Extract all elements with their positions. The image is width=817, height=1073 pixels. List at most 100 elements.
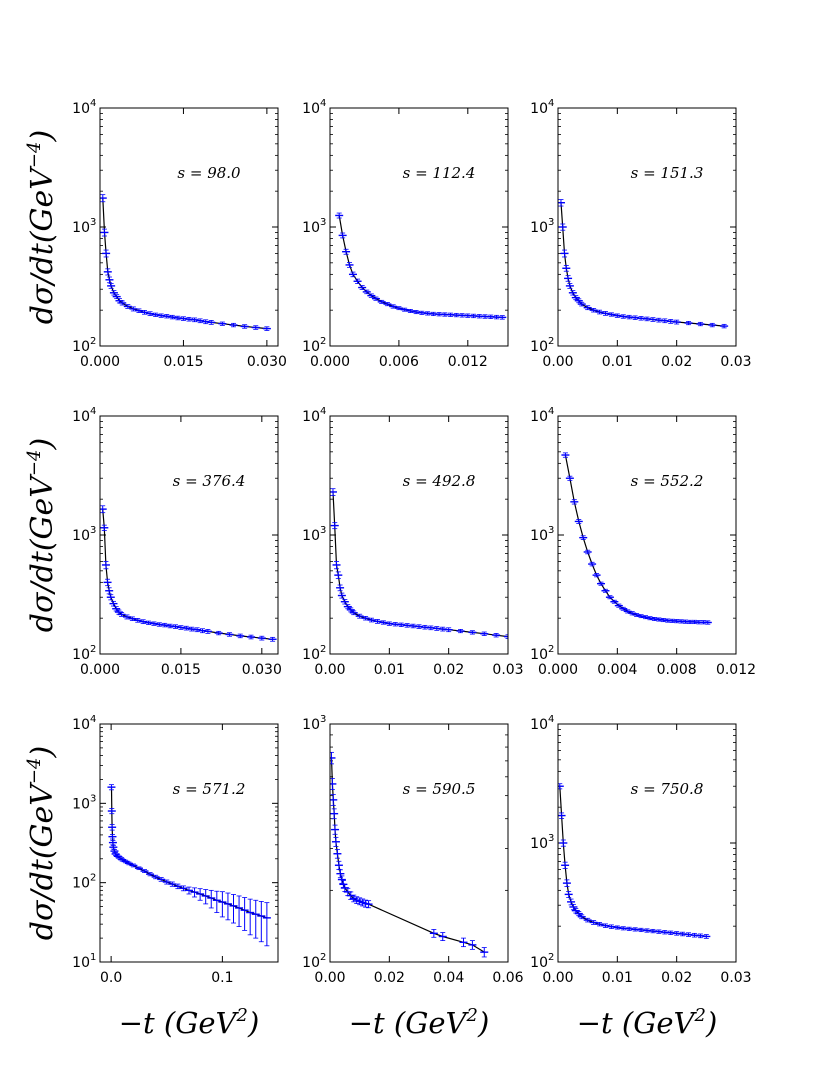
data-point: [595, 309, 604, 315]
data-point: [185, 886, 193, 895]
data-point: [334, 571, 343, 580]
data-point: [595, 922, 604, 927]
data-point: [112, 294, 121, 300]
data-point: [708, 322, 717, 328]
data-point: [103, 578, 112, 587]
data-point: [480, 947, 489, 958]
y-tick-label: 10: [72, 876, 90, 892]
data-point: [429, 929, 438, 938]
s-annotation: s = 552.2: [631, 472, 704, 490]
y-tick-label: 10: [72, 409, 90, 425]
axes-frame: [99, 107, 279, 347]
y-tick-label: 10: [530, 220, 548, 236]
data-point: [330, 751, 336, 765]
data-point: [614, 603, 623, 608]
s-annotation: s = 750.8: [631, 780, 704, 798]
data-points: [335, 212, 507, 320]
x-tick-label: 0.012: [448, 354, 488, 370]
data-point: [569, 903, 578, 911]
data-point: [106, 594, 115, 601]
data-point: [100, 524, 109, 531]
y-tick-label: 10: [72, 647, 90, 663]
y-tick-exponent: 3: [90, 793, 96, 804]
y-tick-label: 10: [530, 339, 548, 355]
x-tick-label: 0.02: [661, 970, 692, 986]
x-tick-label: 0.06: [492, 970, 523, 986]
data-point: [498, 315, 507, 320]
data-point: [619, 606, 628, 611]
data-point: [171, 624, 180, 629]
data-point: [577, 301, 586, 307]
y-tick-exponent: 4: [90, 714, 96, 725]
data-point: [144, 620, 153, 625]
x-tick-label: 0.030: [247, 354, 287, 370]
data-point: [394, 306, 403, 311]
data-point: [196, 888, 205, 901]
data-point: [637, 614, 646, 619]
data-point: [592, 573, 601, 578]
data-point: [218, 891, 227, 918]
data-point: [373, 619, 382, 624]
data-point: [561, 452, 570, 458]
data-point: [558, 783, 564, 790]
x-tick-label: 0.1: [211, 970, 233, 986]
y-tick-exponent: 2: [90, 873, 96, 884]
data-point: [703, 620, 712, 625]
data-point: [371, 296, 380, 301]
fit-curve: [102, 509, 273, 640]
x-tick-label: 0.02: [661, 354, 692, 370]
data-point: [579, 535, 588, 540]
data-point: [589, 307, 598, 313]
data-point: [492, 632, 501, 638]
data-point: [558, 199, 565, 207]
y-tick-label: 10: [530, 836, 548, 852]
data-point: [190, 887, 199, 898]
data-point: [214, 630, 223, 636]
panel-8: 10 210 30.00 0.02 0.04 0.06s = 590.5: [302, 714, 524, 986]
data-point: [336, 869, 345, 879]
data-point: [564, 890, 573, 898]
y-tick-exponent: 2: [548, 644, 554, 655]
y-tick-exponent: 2: [320, 644, 326, 655]
data-point: [168, 881, 177, 887]
s-annotation: s = 112.4: [403, 164, 476, 182]
data-point: [583, 549, 592, 555]
y-tick-exponent: 2: [548, 336, 554, 347]
data-point: [334, 860, 343, 870]
data-point: [246, 898, 255, 936]
data-point: [564, 275, 573, 282]
data-point: [367, 293, 376, 298]
x-tick-label: 0.012: [716, 662, 756, 678]
data-point: [107, 808, 116, 815]
data-point: [345, 262, 354, 268]
x-tick-label: 0.01: [602, 970, 633, 986]
data-point: [103, 268, 112, 276]
axes-frame: [329, 723, 509, 963]
data-point: [338, 232, 347, 239]
x-tick-label: 0.02: [433, 662, 464, 678]
data-point: [577, 914, 586, 920]
x-axis-label: −t (GeV2): [119, 1005, 260, 1040]
x-tick-label: 0.000: [80, 662, 120, 678]
data-point: [613, 313, 622, 318]
data-points: [561, 452, 712, 625]
data-point: [601, 588, 610, 593]
x-tick-label: 0.00: [542, 970, 573, 986]
y-tick-label: 10: [530, 101, 548, 117]
data-point: [262, 326, 271, 331]
data-point: [201, 889, 210, 905]
x-tick-label: 0.00: [314, 970, 345, 986]
data-point: [567, 898, 576, 906]
data-point: [330, 778, 337, 791]
y-tick-exponent: 2: [320, 336, 326, 347]
data-point: [235, 895, 244, 927]
data-point: [468, 940, 477, 950]
data-point: [403, 623, 412, 628]
data-point: [362, 289, 371, 295]
data-point: [574, 519, 583, 524]
data-point: [343, 604, 352, 610]
data-point: [162, 879, 171, 885]
y-tick-label: 10: [72, 101, 90, 117]
data-point: [349, 610, 358, 616]
